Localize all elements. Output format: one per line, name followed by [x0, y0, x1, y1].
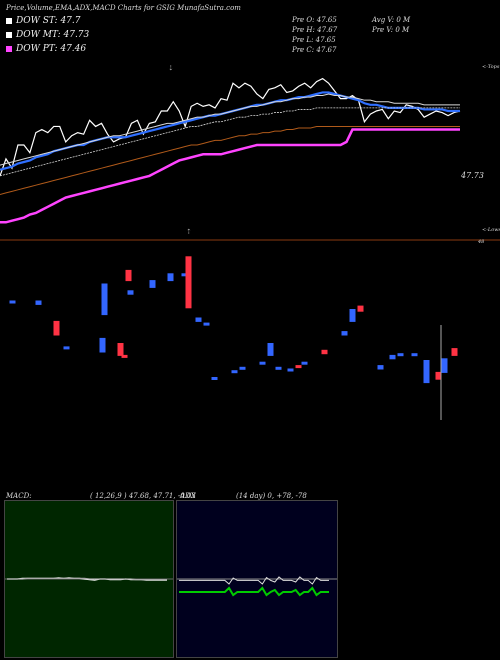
ema-long-line — [0, 125, 460, 195]
volume-candle — [167, 273, 174, 282]
volume-candle — [149, 280, 156, 288]
price-line — [0, 77, 461, 177]
volume-candle — [301, 361, 308, 365]
lows-label: <-Lows — [482, 227, 500, 233]
adx-plus-line — [179, 576, 329, 585]
macd-values: ( 12,26,9 ) 47.68, 47.71, -0.03 — [90, 492, 196, 500]
volume-candle — [259, 361, 266, 365]
volume-candle — [349, 309, 356, 322]
ema-short-line — [0, 91, 460, 171]
volume-candle — [435, 371, 442, 380]
legend-swatch-st — [6, 18, 12, 24]
quote-avg-volume: Avg V: 0 M — [372, 16, 411, 24]
volume-candle — [117, 343, 124, 356]
volume-candle — [211, 377, 218, 380]
volume-candle — [411, 353, 418, 357]
adx-label: ADX — [180, 492, 196, 500]
volume-candle — [185, 256, 192, 309]
volume-candle — [125, 269, 132, 282]
tops-label: <-Tops — [482, 64, 500, 70]
quote-high: Pre H: 47.67 — [292, 26, 338, 34]
volume-candle — [321, 349, 328, 355]
adx-values: (14 day) 0, +78, -78 — [236, 492, 307, 500]
volume-candle — [451, 348, 458, 356]
volume-candle — [389, 354, 396, 360]
volume-candle — [423, 360, 430, 384]
quote-pre-volume: Pre V: 0 M — [372, 26, 410, 34]
quote-close: Pre C: 47.67 — [292, 46, 337, 54]
last-price-label: 47.73 — [461, 171, 484, 180]
macd-label: MACD: — [6, 492, 32, 500]
volume-candle — [231, 370, 238, 374]
volume-candle — [101, 283, 108, 316]
legend-swatch-pt — [6, 46, 12, 52]
volume-candle — [295, 365, 302, 369]
volume-candle — [9, 300, 16, 304]
tops-marker: ⇣ — [168, 64, 174, 72]
level-label: 48 — [478, 239, 485, 245]
volume-candle — [441, 358, 448, 373]
macd-signal-line — [7, 577, 167, 581]
volume-candle — [341, 331, 348, 336]
volume-candle — [121, 354, 128, 358]
volume-candle — [275, 366, 282, 370]
quote-low: Pre L: 47.65 — [292, 36, 336, 44]
chart-title: Price,Volume,EMA,ADX,MACD Charts for GSI… — [6, 4, 241, 12]
price-chart: ⇣⇡ — [0, 64, 500, 420]
volume-candle — [195, 317, 202, 322]
ema-mid2-line — [0, 107, 460, 177]
macd-chart — [5, 577, 173, 581]
volume-candle — [203, 322, 210, 326]
volume-candle — [35, 300, 42, 305]
ema-mid-line — [0, 93, 460, 166]
volume-candle — [377, 365, 384, 370]
volume-candle — [99, 337, 106, 353]
legend-label-mt: DOW MT: 47.73 — [16, 30, 90, 40]
volume-candle — [287, 368, 294, 372]
adx-panel — [176, 500, 338, 658]
lows-marker: ⇡ — [186, 228, 192, 236]
adx-minus-line — [179, 586, 329, 597]
quote-open: Pre O: 47.65 — [292, 16, 337, 24]
volume-candle — [397, 353, 404, 357]
legend-swatch-mt — [6, 32, 12, 38]
volume-candle — [239, 366, 246, 370]
volume-candle — [53, 320, 60, 336]
support-line — [0, 128, 460, 224]
volume-candle — [127, 290, 134, 295]
volume-candle — [63, 346, 70, 350]
volume-candle — [267, 343, 274, 356]
volume-candle — [357, 305, 364, 312]
adx-chart — [177, 576, 337, 597]
legend-label-st: DOW ST: 47.7 — [16, 16, 81, 26]
legend-label-pt: DOW PT: 47.46 — [16, 44, 87, 54]
macd-panel — [4, 500, 174, 658]
